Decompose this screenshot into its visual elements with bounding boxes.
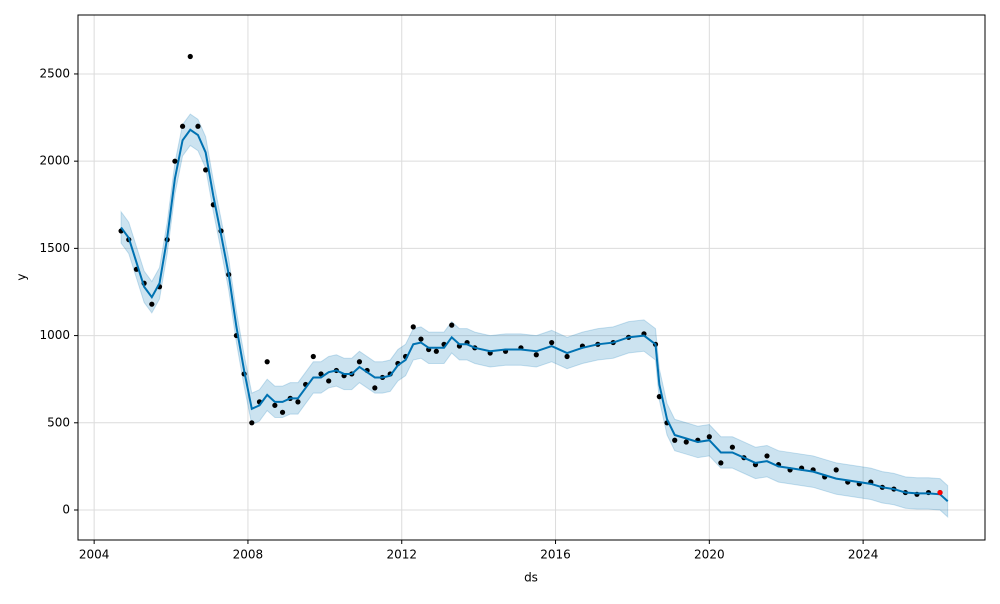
data-point <box>549 339 555 346</box>
data-point <box>937 489 943 496</box>
data-point <box>706 434 712 440</box>
data-point <box>249 420 255 426</box>
x-tick-label: 2024 <box>848 548 879 562</box>
y-tick-label: 500 <box>47 415 70 429</box>
x-tick-label: 2008 <box>233 548 264 562</box>
plot-frame <box>77 14 986 541</box>
data-point <box>729 444 735 450</box>
data-point <box>326 378 332 384</box>
data-point <box>272 402 278 408</box>
data-point <box>318 371 324 377</box>
data-point <box>418 336 424 342</box>
data-point <box>295 399 301 405</box>
data-point <box>195 123 201 129</box>
x-tick-label: 2004 <box>79 548 110 562</box>
data-point <box>564 353 570 360</box>
y-axis-label: y <box>15 273 29 280</box>
data-point <box>410 324 416 330</box>
data-point <box>187 53 193 60</box>
x-tick-label: 2016 <box>540 548 571 562</box>
y-tick-label: 2000 <box>39 154 70 168</box>
data-point <box>718 460 724 466</box>
data-point <box>372 385 378 391</box>
uncertainty-band <box>120 113 949 519</box>
data-point <box>356 359 363 365</box>
data-point <box>656 394 662 400</box>
data-point <box>149 301 155 307</box>
data-point <box>310 353 316 360</box>
y-tick-label: 2500 <box>39 66 70 80</box>
plot-area <box>78 15 985 540</box>
data-point <box>264 359 270 365</box>
data-point <box>833 467 839 473</box>
data-point <box>179 123 186 129</box>
data-point <box>172 158 178 164</box>
data-point <box>672 437 678 443</box>
y-tick-label: 1500 <box>39 241 70 255</box>
data-point <box>449 322 455 328</box>
forecast-line <box>120 128 949 503</box>
x-axis-label: ds <box>524 571 538 585</box>
x-tick-label: 2020 <box>694 548 725 562</box>
data-point <box>533 352 539 358</box>
data-point <box>203 167 209 173</box>
data-point <box>683 439 689 445</box>
data-point <box>433 348 439 354</box>
y-tick-label: 1000 <box>39 328 70 342</box>
y-tick-label: 0 <box>62 503 70 517</box>
data-point <box>279 409 286 415</box>
x-tick-label: 2012 <box>386 548 417 562</box>
data-point <box>764 453 770 459</box>
